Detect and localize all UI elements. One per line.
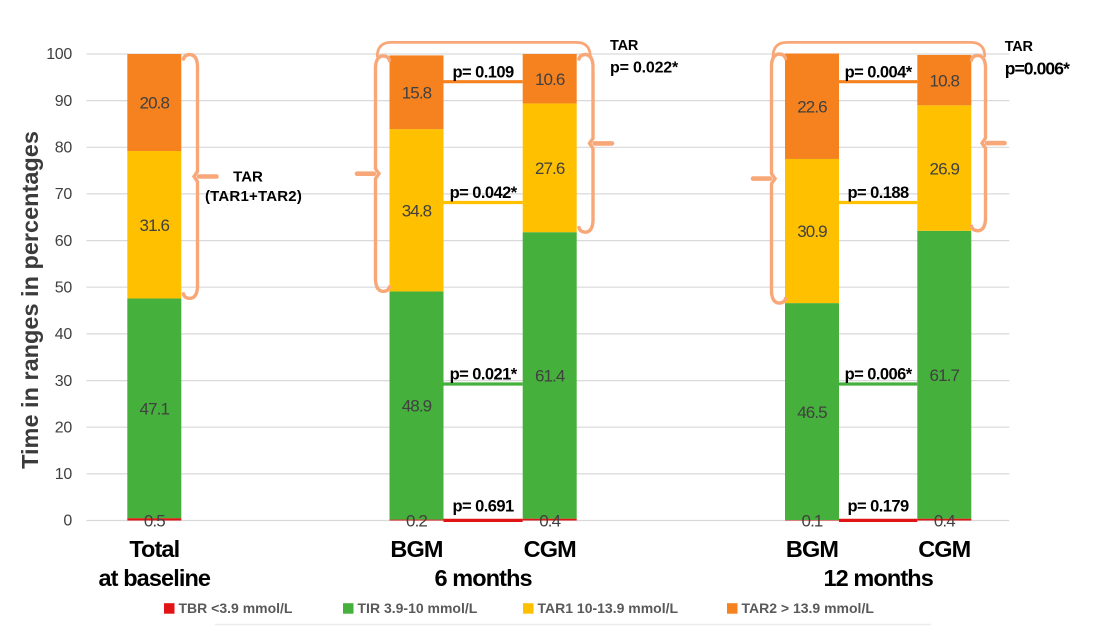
svg-text:10.6: 10.6 [535,70,565,89]
svg-text:47.1: 47.1 [140,400,170,419]
svg-text:CGM: CGM [524,536,576,562]
svg-text:TAR1 10-13.9 mmol/L: TAR1 10-13.9 mmol/L [538,600,679,616]
svg-text:0.4: 0.4 [539,512,560,531]
svg-text:10.8: 10.8 [930,71,960,90]
svg-text:at baseline: at baseline [99,565,211,591]
svg-text:TAR: TAR [610,38,639,54]
svg-text:p= 0.188: p= 0.188 [847,184,909,202]
svg-text:10: 10 [55,466,73,483]
svg-text:BGM: BGM [390,536,442,562]
svg-text:90: 90 [55,93,73,110]
svg-text:26.9: 26.9 [930,159,960,178]
svg-text:p= 0.004*: p= 0.004* [845,63,913,81]
svg-text:30.9: 30.9 [797,222,827,241]
svg-text:20: 20 [55,419,73,436]
svg-text:p= 0.021*: p= 0.021* [450,366,518,384]
svg-text:0.5: 0.5 [144,512,165,531]
svg-text:Time in ranges in percentages: Time in ranges in percentages [17,131,43,469]
svg-text:Total: Total [129,536,179,562]
svg-text:40: 40 [55,326,73,343]
svg-text:15.8: 15.8 [402,84,432,103]
svg-text:22.6: 22.6 [797,97,827,116]
svg-text:60: 60 [55,233,73,250]
svg-text:31.6: 31.6 [140,216,170,235]
svg-text:p= 0.006*: p= 0.006* [845,366,913,384]
svg-text:p= 0.022*: p= 0.022* [610,60,679,77]
svg-text:50: 50 [55,279,73,296]
svg-text:27.6: 27.6 [535,159,565,178]
svg-text:46.5: 46.5 [797,403,827,422]
svg-text:TAR2 > 13.9 mmol/L: TAR2 > 13.9 mmol/L [742,600,875,616]
svg-text:TBR <3.9 mmol/L: TBR <3.9 mmol/L [179,600,293,616]
svg-text:0: 0 [63,513,72,530]
svg-text:0.4: 0.4 [934,512,955,531]
svg-text:0.1: 0.1 [802,512,823,531]
svg-text:TAR: TAR [1005,39,1034,55]
svg-text:BGM: BGM [786,536,838,562]
svg-text:p=0.006*: p=0.006* [1005,59,1070,79]
svg-text:12 months: 12 months [823,565,933,591]
svg-text:p= 0.042*: p= 0.042* [450,184,518,202]
svg-text:34.8: 34.8 [402,202,432,221]
svg-text:TAR: TAR [233,169,263,186]
svg-text:p= 0.109: p= 0.109 [452,63,514,81]
svg-text:TIR 3.9-10 mmol/L: TIR 3.9-10 mmol/L [358,600,478,616]
svg-text:CGM: CGM [918,536,970,562]
svg-text:80: 80 [55,140,73,157]
svg-text:100: 100 [46,46,72,63]
svg-text:61.7: 61.7 [930,366,960,385]
svg-text:30: 30 [55,373,73,390]
svg-text:(TAR1+TAR2): (TAR1+TAR2) [205,188,302,205]
svg-text:6 months: 6 months [434,565,532,591]
svg-text:20.8: 20.8 [140,94,170,113]
svg-text:0.2: 0.2 [406,512,427,531]
svg-text:48.9: 48.9 [402,397,432,416]
svg-text:p= 0.691: p= 0.691 [452,498,514,516]
svg-text:p= 0.179: p= 0.179 [847,498,909,516]
svg-text:70: 70 [55,186,73,203]
svg-text:61.4: 61.4 [535,367,565,386]
